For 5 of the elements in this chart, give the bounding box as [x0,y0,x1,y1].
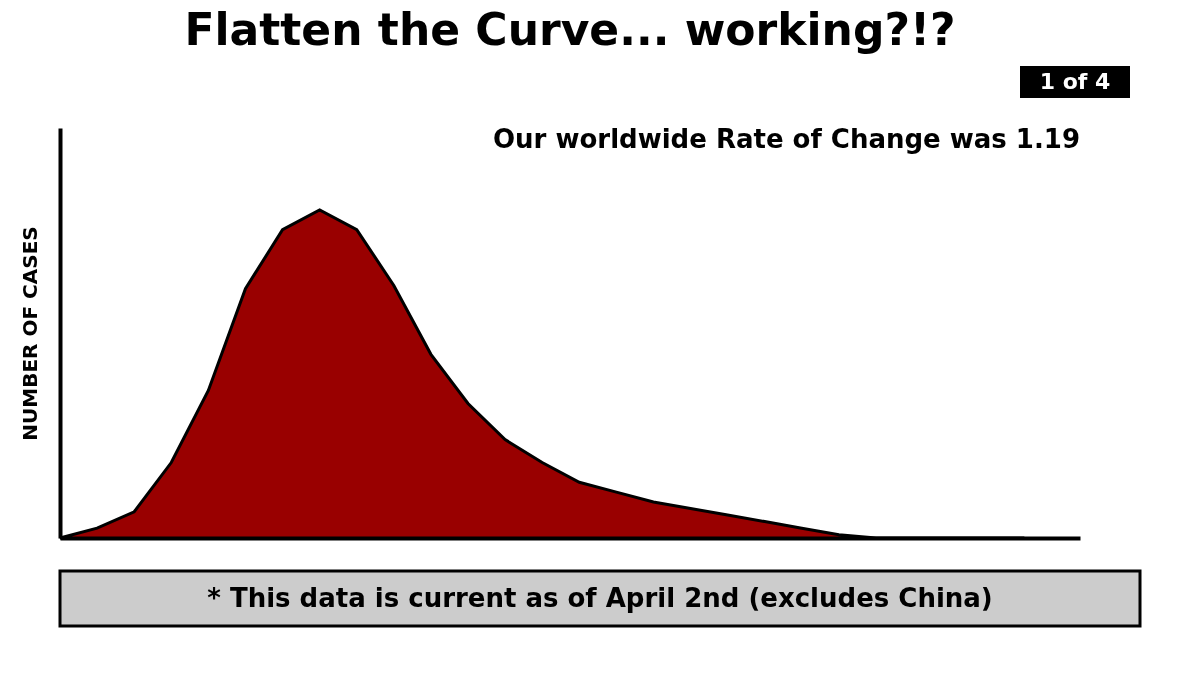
chart-subtitle: Our worldwide Rate of Change was 1.19 [492,124,1080,154]
y-axis-title: NUMBER OF CASES [17,226,42,441]
chart-title: Flatten the Curve... working?!? [184,4,956,55]
text: * This data is current as of April 2nd (excludes China) [207,583,993,613]
text: 1 of 4 [1039,69,1111,94]
